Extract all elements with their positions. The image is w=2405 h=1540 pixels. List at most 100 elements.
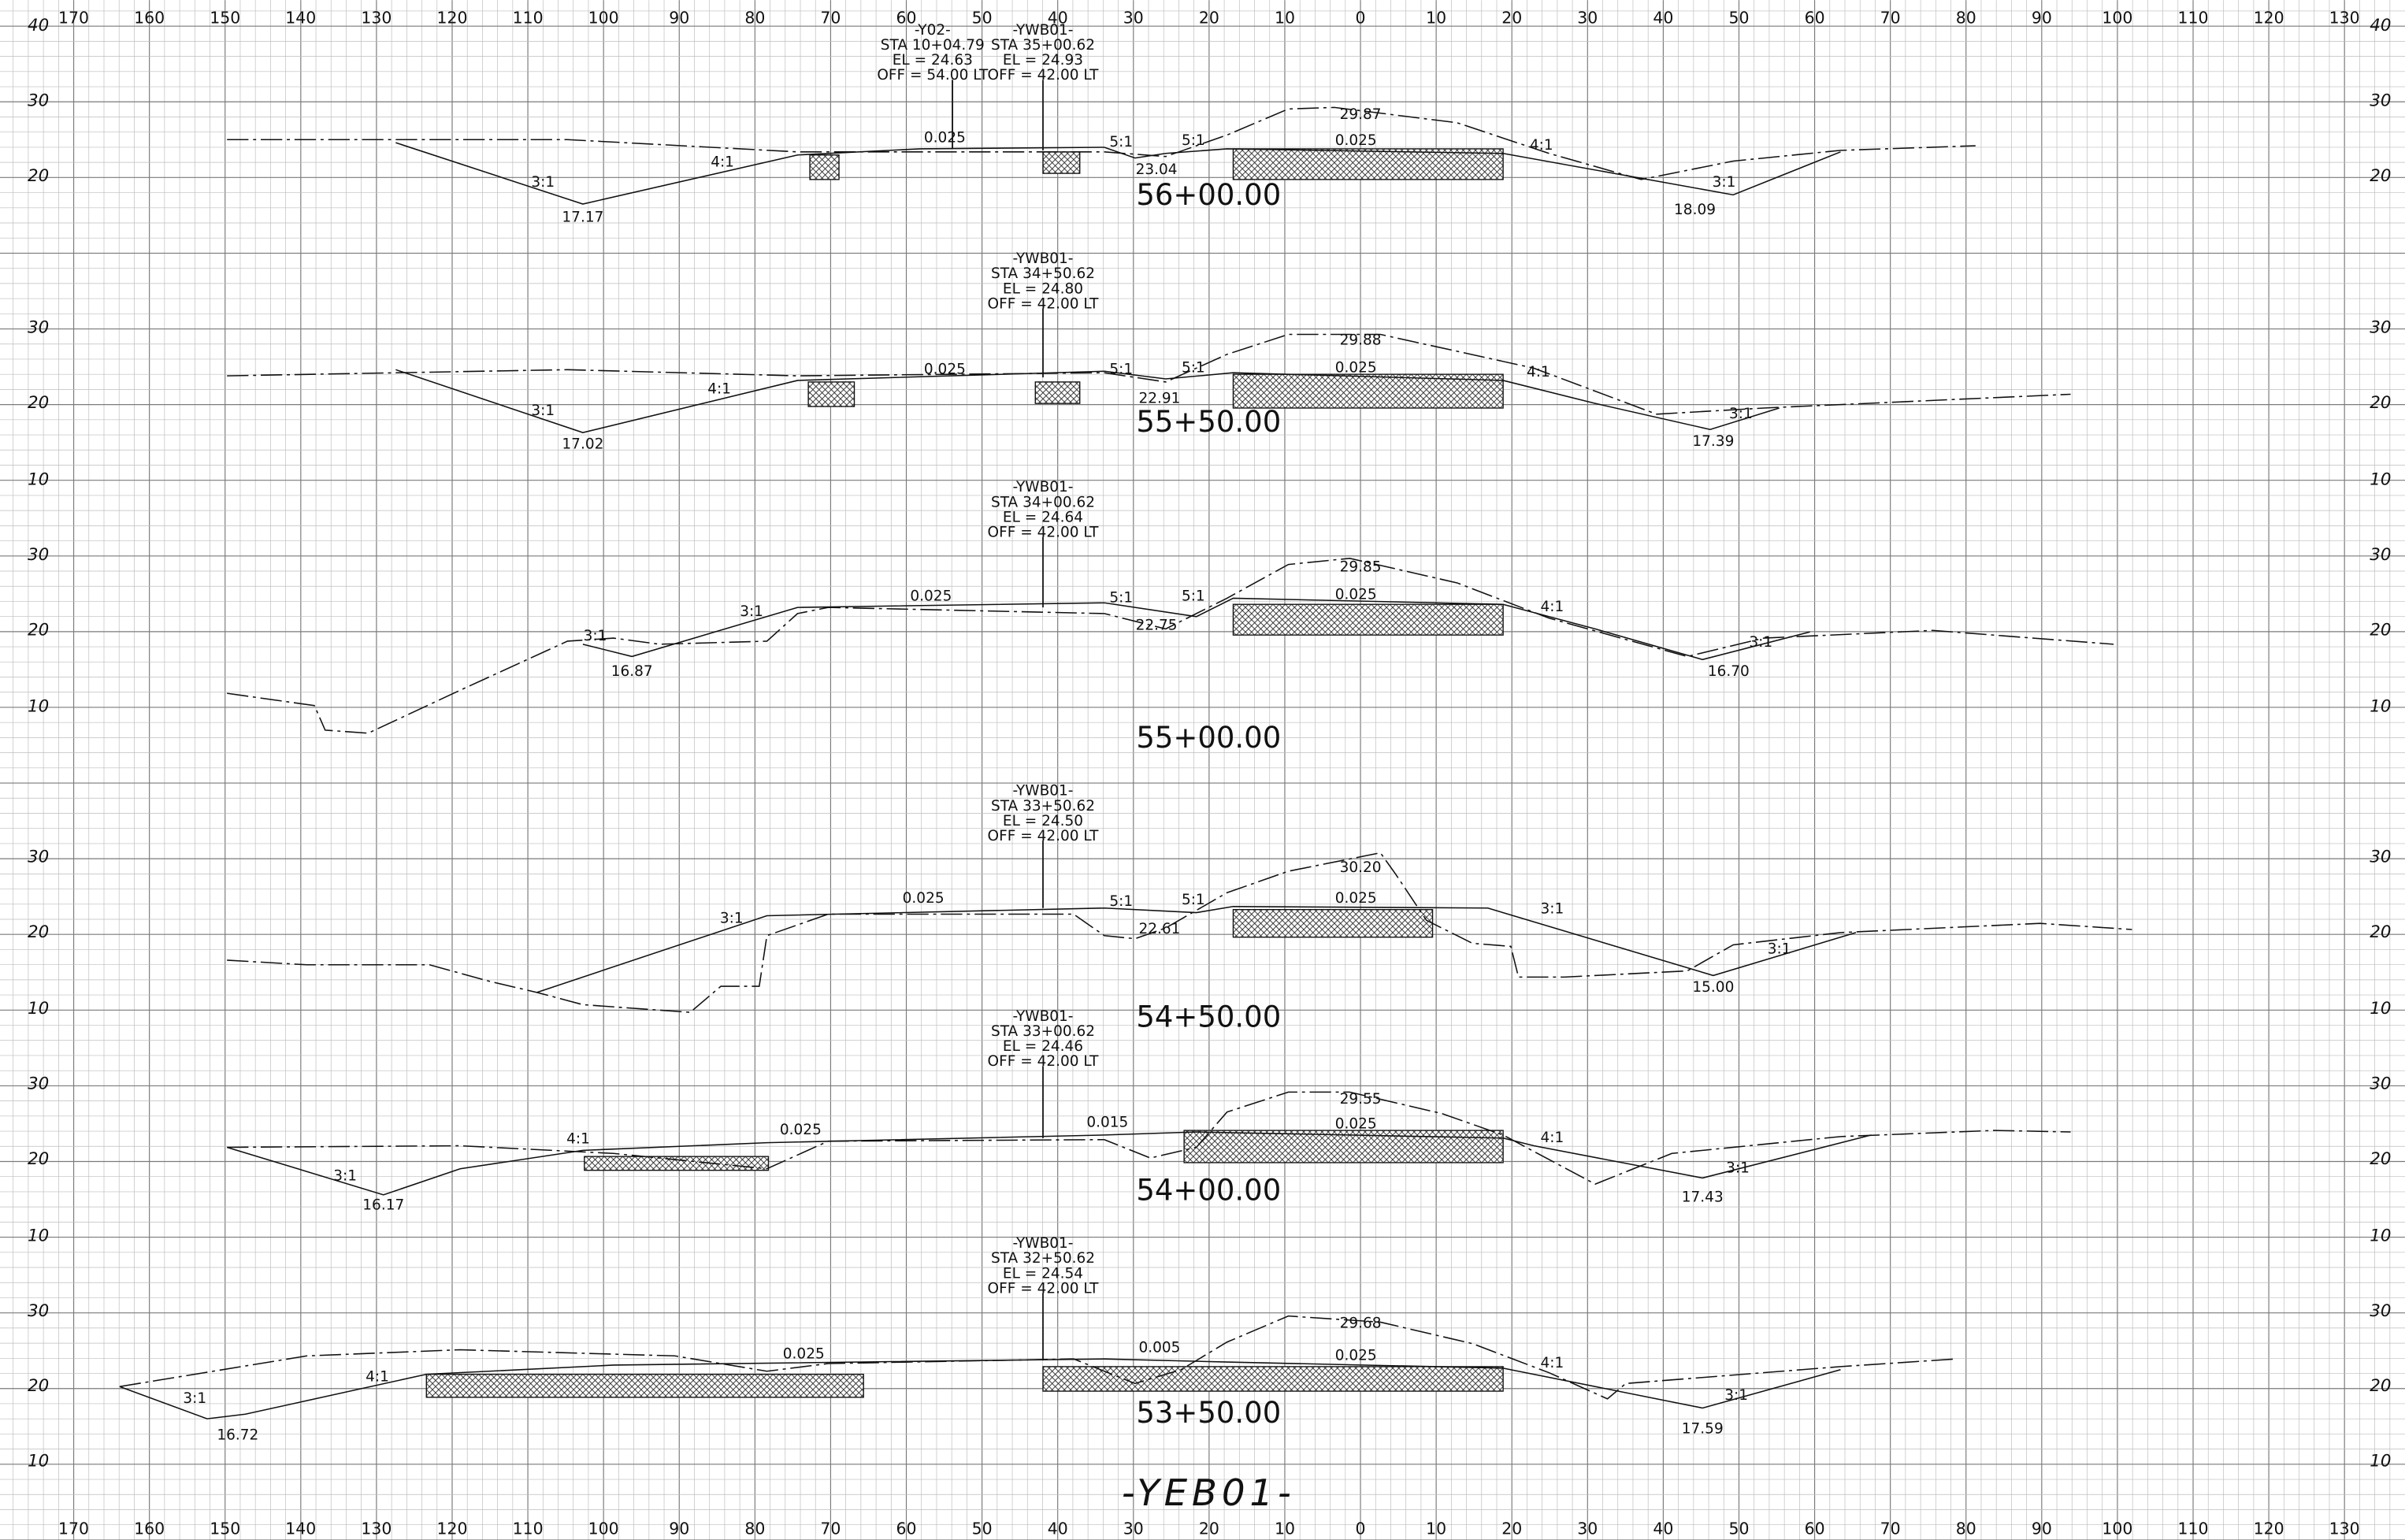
elevation-label: 20 — [2370, 1376, 2391, 1396]
grade-label: 4:1 — [707, 381, 731, 398]
grade-label: 16.17 — [362, 1197, 404, 1213]
offset-label: 170 — [58, 1519, 89, 1538]
offset-label: 130 — [2329, 1519, 2360, 1538]
grade-label: 22.91 — [1139, 390, 1181, 406]
elevation-label: 20 — [28, 922, 49, 942]
grade-label: 3:1 — [740, 603, 763, 620]
offset-label: 50 — [1728, 1519, 1749, 1538]
proposed-grade — [119, 1358, 1841, 1419]
elevation-label: 10 — [28, 470, 49, 490]
offset-label: 90 — [2032, 8, 2052, 27]
callout-line: -YWB01- — [1013, 1235, 1074, 1252]
station-label: 54+50.00 — [1136, 1000, 1281, 1033]
grade-label: 3:1 — [333, 1167, 357, 1184]
offset-label: 120 — [2254, 8, 2284, 27]
offset-label: 140 — [285, 8, 316, 27]
offset-label: 60 — [1805, 1519, 1825, 1538]
station-label: 55+50.00 — [1136, 405, 1281, 439]
elevation-label: 10 — [2370, 1226, 2391, 1245]
proposed-grade — [395, 369, 1780, 433]
elevation-label: 20 — [2370, 166, 2391, 186]
elevation-label: 40 — [2370, 16, 2391, 35]
grade-label: 4:1 — [1541, 599, 1564, 615]
callout-line: EL = 24.63 — [893, 52, 973, 69]
callout-line: OFF = 42.00 LT — [988, 524, 1100, 540]
grade-label: 0.025 — [1335, 890, 1377, 907]
offset-label: 90 — [669, 1519, 689, 1538]
pavement-section — [1034, 381, 1081, 404]
grade-label: 23.04 — [1136, 161, 1178, 178]
offset-label: 0 — [1356, 1519, 1366, 1538]
pavement-section — [809, 154, 840, 180]
callout-line: STA 10+04.79 — [881, 37, 985, 54]
offset-label: 30 — [1123, 1519, 1144, 1538]
elevation-label: 30 — [2370, 545, 2391, 565]
grade-label: 29.55 — [1340, 1091, 1382, 1108]
offset-label: 80 — [744, 1519, 765, 1538]
offset-label: 170 — [58, 8, 89, 27]
offset-label: 60 — [896, 8, 917, 27]
offset-label: 70 — [1880, 1519, 1901, 1538]
callout-line: EL = 24.93 — [1003, 52, 1083, 69]
grade-label: 0.025 — [1335, 587, 1377, 603]
grade-label: 0.015 — [1086, 1114, 1128, 1130]
profiles — [119, 80, 2132, 1419]
sheet-footer: -YEB01- — [1122, 1472, 1296, 1515]
callout-line: EL = 24.80 — [1003, 280, 1083, 297]
callout-line: EL = 24.54 — [1003, 1265, 1083, 1282]
grade-label: 22.75 — [1136, 617, 1178, 633]
callout-line: EL = 24.50 — [1003, 813, 1083, 829]
elevation-label: 30 — [28, 847, 49, 866]
offset-label: 10 — [1426, 1519, 1446, 1538]
grade-label: 5:1 — [1182, 359, 1205, 376]
grade-label: 29.88 — [1340, 332, 1382, 348]
grade-label: 4:1 — [1541, 1130, 1564, 1146]
grade-label: 3:1 — [531, 403, 555, 419]
offset-label: 0 — [1356, 8, 1366, 27]
elevation-label: 30 — [2370, 91, 2391, 111]
proposed-grade — [582, 597, 1810, 661]
grade-label: 17.59 — [1682, 1421, 1724, 1438]
grade-label: 22.61 — [1139, 921, 1181, 937]
grade-label: 0.025 — [1335, 132, 1377, 149]
callout-line: EL = 24.46 — [1003, 1038, 1083, 1055]
elevation-label: 30 — [28, 545, 49, 565]
grade-label: 29.87 — [1340, 106, 1382, 123]
grade-label: 3:1 — [1713, 174, 1736, 191]
grade-label: 0.025 — [924, 129, 966, 146]
proposed-grade — [536, 906, 1857, 993]
grade-label: 5:1 — [1109, 893, 1133, 910]
existing-ground — [227, 1091, 2071, 1186]
elevation-label: 10 — [28, 697, 49, 717]
grade-label: 4:1 — [1527, 364, 1550, 380]
offset-label: 130 — [2329, 8, 2360, 27]
offset-label: 40 — [1048, 1519, 1068, 1538]
elevation-label: 10 — [28, 999, 49, 1019]
offset-label: 160 — [134, 1519, 165, 1538]
pavement-section — [1232, 373, 1504, 409]
offset-label: 40 — [1048, 8, 1068, 27]
grade-label: 18.09 — [1674, 202, 1716, 218]
grade-label: 5:1 — [1109, 361, 1133, 377]
pavement-section — [1232, 148, 1504, 180]
grade-label: 0.025 — [1335, 1115, 1377, 1132]
callout-line: STA 32+50.62 — [991, 1250, 1095, 1267]
grade-label: 3:1 — [183, 1390, 206, 1407]
offset-label: 90 — [2032, 1519, 2052, 1538]
offset-label: 70 — [820, 1519, 841, 1538]
offset-label: 30 — [1123, 8, 1144, 27]
elevation-label: 30 — [28, 1074, 49, 1094]
elevation-label: 20 — [28, 620, 49, 640]
offset-label: 100 — [2102, 8, 2132, 27]
proposed-grade — [226, 1131, 1872, 1196]
grade-label: 0.025 — [780, 1122, 822, 1138]
elevation-label: 20 — [28, 166, 49, 186]
elevation-label: 20 — [2370, 620, 2391, 640]
offset-label: 20 — [1199, 8, 1219, 27]
grade-label: 16.72 — [217, 1427, 258, 1444]
offset-label: 120 — [2254, 1519, 2284, 1538]
grade-label: 4:1 — [711, 154, 734, 170]
elevation-label: 40 — [28, 16, 49, 35]
elevation-label: 10 — [2370, 470, 2391, 490]
